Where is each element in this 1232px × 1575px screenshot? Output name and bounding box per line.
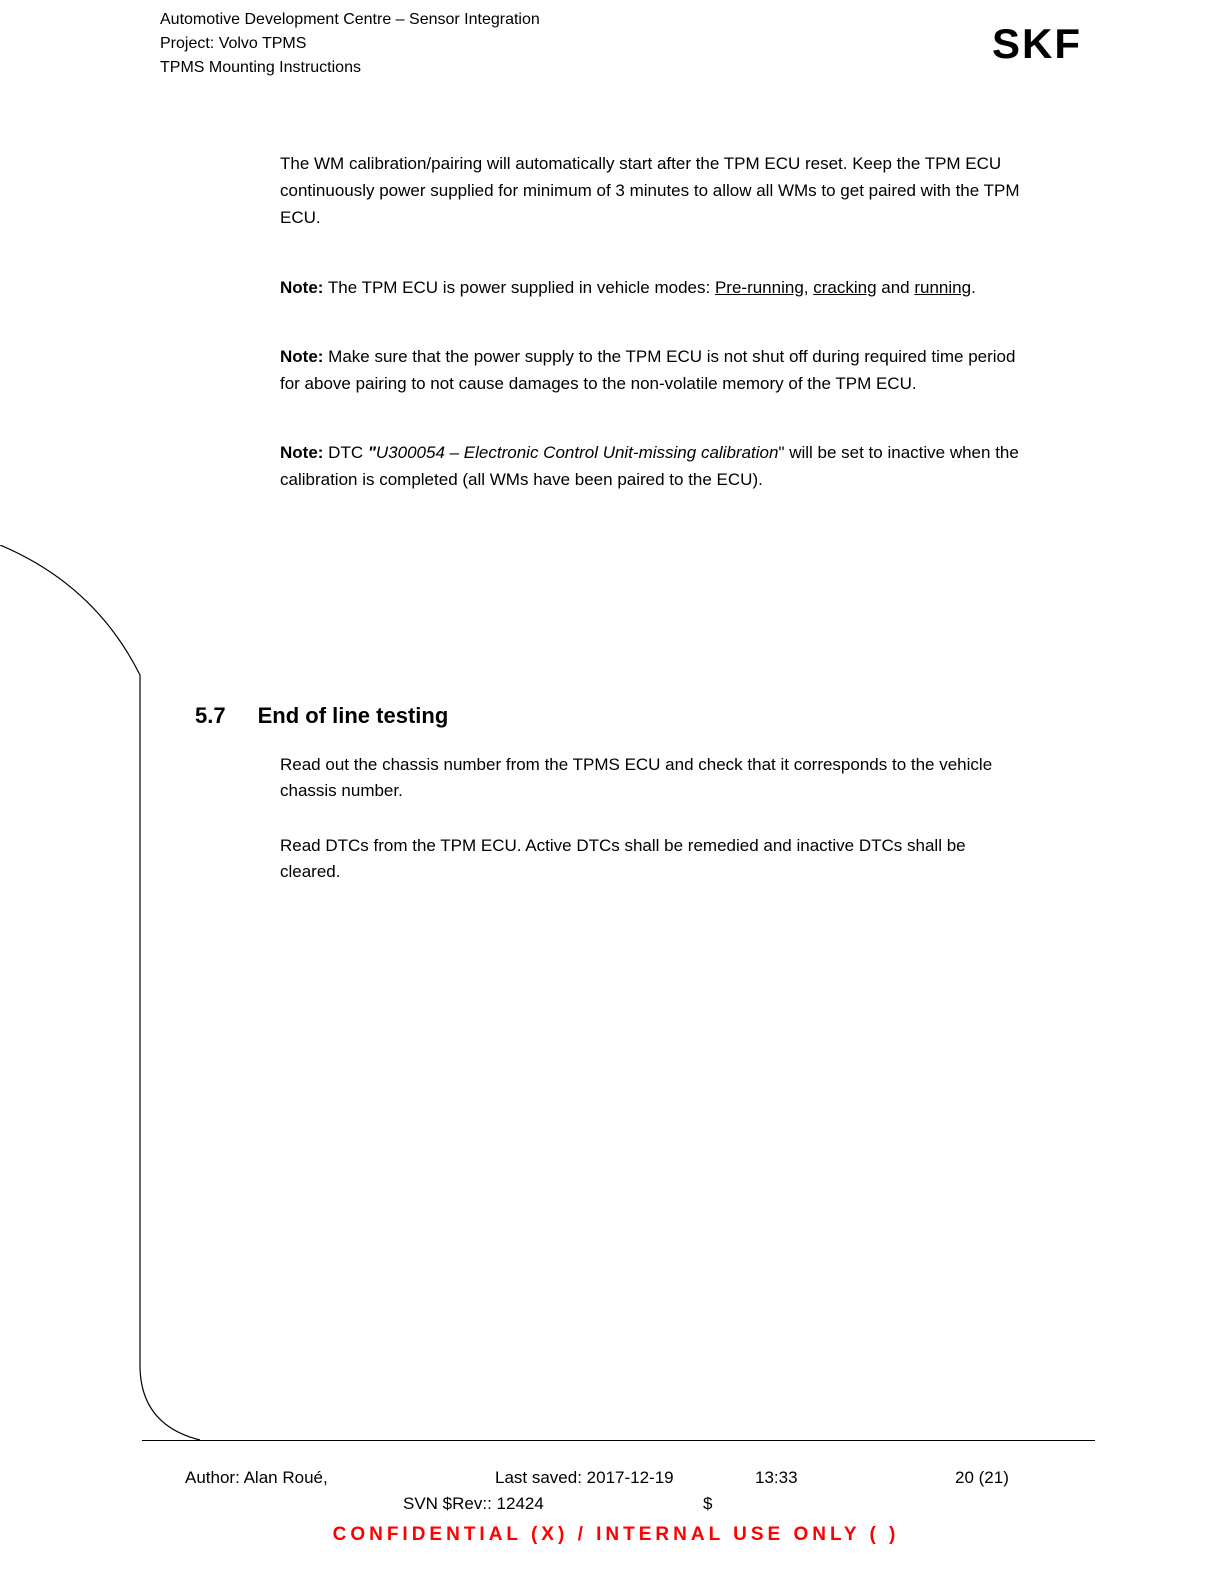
note1-u3: running: [914, 278, 971, 297]
confidential-banner: CONFIDENTIAL (X) / INTERNAL USE ONLY ( ): [0, 1524, 1232, 1546]
body-content: The WM calibration/pairing will automati…: [280, 150, 1020, 536]
footer-time: 13:33: [755, 1465, 955, 1491]
note-label: Note:: [280, 278, 323, 297]
header-text-block: Automotive Development Centre – Sensor I…: [160, 8, 540, 80]
note3-quote: ": [368, 443, 376, 462]
header-line-3: TPMS Mounting Instructions: [160, 56, 540, 80]
section-p2: Read DTCs from the TPM ECU. Active DTCs …: [280, 833, 1020, 884]
note1-text-a: The TPM ECU is power supplied in vehicle…: [323, 278, 715, 297]
header-line-1: Automotive Development Centre – Sensor I…: [160, 8, 540, 32]
skf-logo: SKF: [992, 20, 1082, 68]
note1-text-d: .: [971, 278, 976, 297]
note-dtc: Note: DTC "U300054 – Electronic Control …: [280, 439, 1020, 493]
footer-last-saved: Last saved: 2017-12-19: [495, 1465, 755, 1491]
section-title: End of line testing: [258, 703, 449, 729]
note-label: Note:: [280, 443, 323, 462]
footer-author: Author: Alan Roué,: [185, 1465, 495, 1491]
footer-row-2: SVN $Rev:: 12424 $: [185, 1491, 1092, 1517]
section-body: Read out the chassis number from the TPM…: [280, 752, 1020, 914]
header-line-2: Project: Volvo TPMS: [160, 32, 540, 56]
note-label: Note:: [280, 347, 323, 366]
section-heading: 5.7 End of line testing: [195, 703, 448, 729]
footer-page-number: 20 (21): [955, 1465, 1009, 1491]
note1-u2: cracking: [813, 278, 876, 297]
paragraph-calibration: The WM calibration/pairing will automati…: [280, 150, 1020, 232]
note1-u1: Pre-running: [715, 278, 804, 297]
note-power-modes: Note: The TPM ECU is power supplied in v…: [280, 274, 1020, 301]
footer-rule: [142, 1440, 1095, 1441]
section-p1: Read out the chassis number from the TPM…: [280, 752, 1020, 803]
note3-italic: U300054 – Electronic Control Unit-missin…: [376, 443, 779, 462]
page-header: Automotive Development Centre – Sensor I…: [160, 8, 1082, 80]
note-power-supply: Note: Make sure that the power supply to…: [280, 343, 1020, 397]
note1-text-b: ,: [804, 278, 813, 297]
page-border-curve: [0, 545, 170, 1445]
footer-row-1: Author: Alan Roué, Last saved: 2017-12-1…: [185, 1465, 1092, 1491]
footer-svn: SVN $Rev:: 12424: [403, 1491, 703, 1517]
note2-text: Make sure that the power supply to the T…: [280, 347, 1015, 393]
note3-a: DTC: [323, 443, 367, 462]
note1-text-c: and: [877, 278, 915, 297]
footer-svn-dollar: $: [703, 1491, 712, 1517]
page-footer: Author: Alan Roué, Last saved: 2017-12-1…: [185, 1465, 1092, 1516]
